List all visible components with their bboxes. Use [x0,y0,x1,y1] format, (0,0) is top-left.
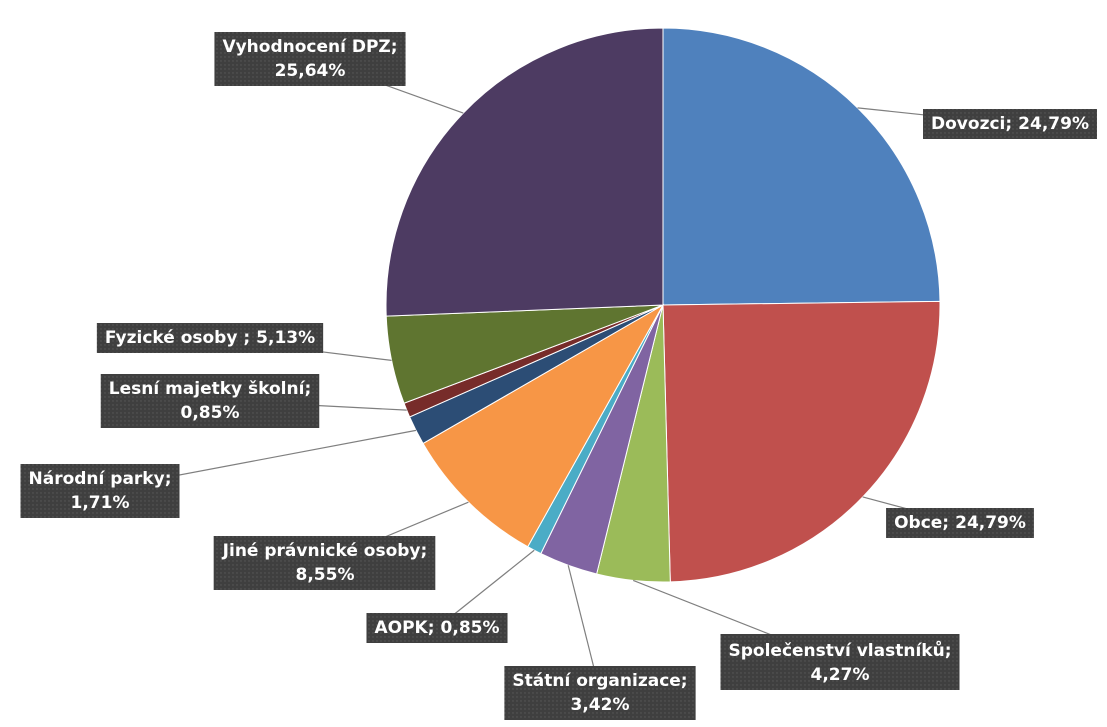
label-box [366,613,508,643]
label-category: Obce; [894,513,949,533]
label-box [213,536,436,590]
data-label: Jiné právnické osoby; 8,55% [213,536,436,590]
label-category: Fyzické osoby ; [105,328,250,348]
label-box [20,464,180,518]
label-category: Lesní majetky školní; [109,379,312,399]
label-category: Společenství vlastníků; [729,639,952,661]
data-label: Obce; 24,79% [886,508,1034,538]
label-category: Národní parky; [29,469,172,489]
label-value: 8,55% [296,565,355,585]
label-box [100,374,320,428]
label-box [886,508,1034,538]
label-value: 0,85% [441,618,500,638]
data-label: Vyhodnocení DPZ; 25,64% [214,32,406,86]
label-text: Státní organizace; 3,42% [512,671,687,715]
label-text: Národní parky; 1,71% [29,469,172,513]
label-category: Státní organizace; [512,671,687,691]
labels: Dovozci; 24,79% Obce; 24,79% Společenství vl… [20,32,1097,720]
label-value: 25,64% [275,61,346,81]
label-category: Dovozci; [931,114,1012,134]
label-text: Vyhodnocení DPZ; 25,64% [222,37,397,81]
data-label: Dovozci; 24,79% [923,109,1097,139]
label-text: Obce; 24,79% [894,513,1026,533]
slice [662,27,941,306]
label-box [96,323,324,353]
label-text: Fyzické osoby ; 5,13% [105,328,315,348]
data-label: AOPK; 0,85% [366,613,508,643]
label-text: Jiné právnické osoby; 8,55% [222,541,428,585]
label-value: 0,85% [181,403,240,423]
data-label: Státní organizace; 3,42% [504,666,696,720]
slice [422,303,665,548]
label-box [923,109,1097,139]
label-value: 5,13% [256,328,315,348]
data-label: Lesní majetky školní; 0,85% [100,374,320,428]
label-value: 1,71% [71,493,130,513]
data-label: Fyzické osoby ; 5,13% [96,323,324,353]
label-value: 3,42% [571,695,630,715]
label-box [214,32,406,86]
label-text: Lesní majetky školní; 0,85% [109,379,312,423]
label-category: AOPK; [374,618,434,638]
label-category: Vyhodnocení DPZ; [222,37,397,57]
data-label: Společenství vlastníků; 4,27% [720,634,960,690]
slice [385,27,664,317]
label-text: AOPK; 0,85% [374,618,499,638]
label-text: Dovozci; 24,79% [931,114,1089,134]
label-text: Společenství vlastníků; 4,27% [729,639,952,685]
label-value: 24,79% [955,513,1026,533]
data-label: Národní parky; 1,71% [20,464,180,518]
label-category: Jiné právnické osoby; [222,541,428,561]
pie [385,27,941,583]
label-box [504,666,696,720]
slice [662,300,941,583]
label-value: 4,27% [811,665,870,685]
label-box [720,634,960,690]
label-value: 24,79% [1018,114,1089,134]
